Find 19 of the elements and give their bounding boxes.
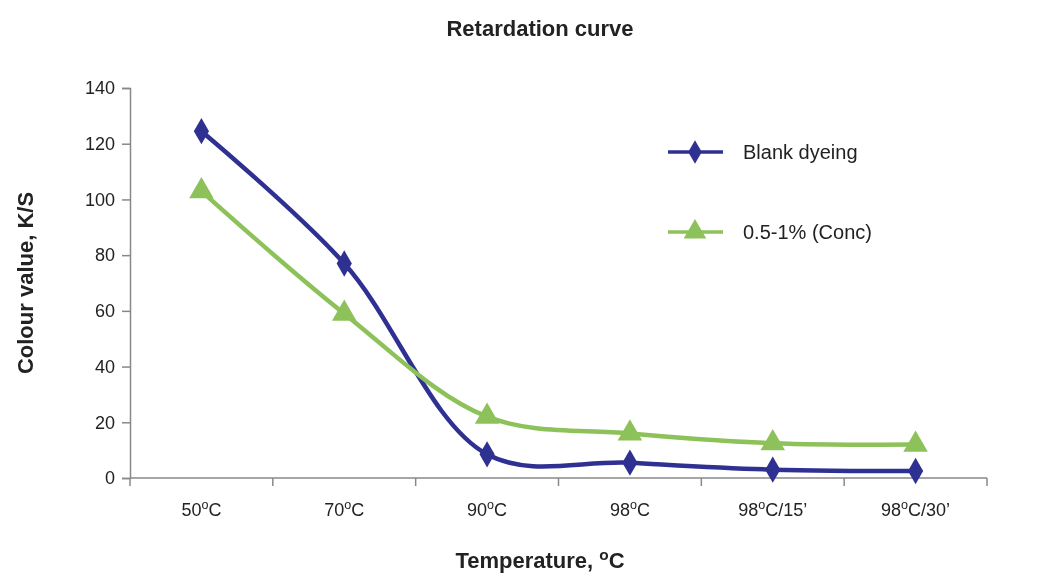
legend-label: Blank dyeing <box>743 141 858 163</box>
x-tick-label: 98$^{o}$C <box>609 498 650 520</box>
x-axis-title: Temperature, $^{o}$C <box>455 545 625 573</box>
y-axis-title: Colour value, K/S <box>13 191 38 375</box>
y-tick-label: 60 <box>94 301 115 322</box>
x-tick-label: 98$^{o}$C/30’ <box>881 498 951 520</box>
y-tick-label: 0 <box>104 468 115 489</box>
x-tick-label: 90$^{o}$C <box>467 498 508 520</box>
x-tick-label: 98$^{o}$C/15’ <box>738 498 808 520</box>
x-tick-label: 70$^{o}$C <box>324 498 365 520</box>
y-tick-label: 140 <box>84 78 115 99</box>
chart-title: Retardation curve <box>446 16 634 41</box>
y-tick-label: 40 <box>94 356 115 377</box>
y-tick-label: 20 <box>94 412 115 433</box>
y-tick-label: 120 <box>84 133 115 154</box>
legend-label: 0.5-1% (Conc) <box>743 221 872 243</box>
x-tick-label: 50$^{o}$C <box>181 498 222 520</box>
y-tick-label: 80 <box>94 245 115 266</box>
y-tick-label: 100 <box>84 189 115 210</box>
